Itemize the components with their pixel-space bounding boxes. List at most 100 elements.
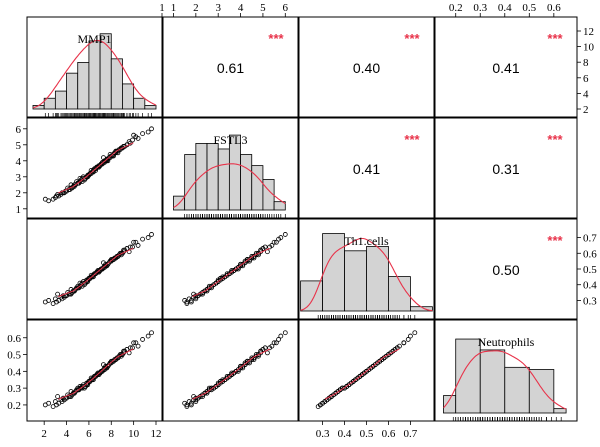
scatter-point (101, 155, 106, 161)
scatter-point (54, 402, 59, 408)
panel-2-1 (162, 218, 299, 320)
scatter-point (184, 301, 190, 306)
scatter-point (54, 193, 59, 199)
histogram-bar (110, 58, 123, 110)
tick-label: 0.3 (473, 2, 487, 14)
tick-label: 0.6 (7, 333, 21, 345)
scatter-point (188, 400, 194, 406)
trend-line (58, 142, 134, 194)
tick-label: 4 (238, 2, 244, 14)
tick-label: 0.5 (583, 264, 597, 276)
scatter-point (193, 399, 199, 404)
scatter-point (247, 257, 252, 262)
histogram-bar (251, 165, 264, 211)
scatter-point (405, 337, 411, 342)
scatter-point (71, 390, 77, 396)
histogram-bar (443, 395, 457, 414)
scatter-point (184, 402, 190, 408)
scatter-point (124, 246, 130, 251)
scatter-point (188, 299, 194, 305)
tick-label: 4 (583, 88, 589, 100)
scatter-point (131, 239, 137, 245)
panel-frame (162, 117, 299, 219)
scatter-point (271, 239, 277, 245)
scatter-point (133, 340, 139, 346)
histogram-bar (133, 97, 146, 110)
histogram-bar (479, 349, 506, 414)
panel-1-0 (26, 117, 163, 219)
scatter-point (135, 343, 141, 349)
tick-label: 2 (41, 428, 47, 440)
scatter-point (99, 368, 105, 374)
histogram-bar (77, 62, 90, 110)
scatter-point (193, 296, 199, 302)
panel-frame (26, 319, 163, 422)
scatter-point (229, 269, 235, 275)
scatter-point (188, 298, 194, 303)
scatter-point (107, 360, 113, 366)
scatter-point (145, 235, 151, 240)
tick-label: 6 (583, 73, 589, 85)
panel-frame (26, 218, 163, 320)
panel-0-2: 0.40 *** (298, 16, 435, 118)
scatter-point (359, 372, 365, 378)
tick-label: 6 (86, 428, 92, 440)
variable-label-th1-cells: Th1.cells (344, 234, 389, 248)
tick-label: 10 (583, 42, 595, 54)
panel-frame (298, 16, 435, 118)
scatter-point (94, 372, 100, 378)
scatter-point (184, 404, 190, 410)
tick-label: 12 (583, 26, 594, 38)
tick-label: 0.4 (338, 428, 352, 440)
scatter-point (238, 263, 243, 269)
scatter-point (188, 402, 194, 408)
scatter-point (145, 129, 151, 135)
tick-label: 6 (283, 2, 289, 14)
scatter-point (131, 340, 137, 346)
scatter-point (107, 258, 113, 264)
scatter-point (145, 333, 151, 339)
scatter-point (364, 368, 369, 374)
scatter-point (282, 232, 288, 237)
tick-label: 0.6 (583, 248, 597, 260)
scatter-point (273, 340, 279, 346)
scatter-point (267, 345, 273, 351)
trend-line (58, 348, 134, 400)
histogram-bar (344, 250, 367, 312)
panel-2-2: Th1.cells (298, 218, 435, 320)
trend-line (58, 247, 134, 298)
scatter-point (87, 276, 93, 281)
scatter-point (149, 232, 154, 237)
tick-label: 0.3 (316, 428, 330, 440)
scatter-point (61, 397, 67, 403)
scatter-point (260, 347, 266, 352)
tick-label: 0.7 (583, 233, 597, 245)
panel-frame (26, 16, 163, 118)
variable-label-mmp1: MMP1 (77, 32, 111, 46)
scatter-point (401, 340, 407, 346)
tick-label: 0.7 (404, 428, 418, 440)
scatter-point (200, 392, 205, 398)
scatter-point (103, 365, 109, 371)
histogram-bar (195, 143, 208, 211)
scatter-point (140, 337, 145, 342)
scatter-point (42, 196, 48, 202)
tick-label: 2 (193, 2, 199, 14)
scatter-point (94, 269, 100, 275)
tick-label: 0.6 (382, 428, 396, 440)
scatter-point (260, 246, 266, 251)
tick-label: 6 (16, 124, 22, 136)
tick-label: 0.2 (7, 400, 21, 412)
trend-line (324, 348, 400, 400)
panel-frame (298, 117, 435, 219)
scatter-point (249, 355, 255, 361)
scatter-point (77, 283, 83, 289)
density-curve (32, 39, 157, 109)
scatter-point (42, 402, 48, 408)
scatter-point (412, 330, 418, 336)
tick-label: 0.3 (7, 383, 21, 395)
scatter-point (140, 236, 145, 242)
scatter-point (215, 279, 221, 284)
histogram-bar (217, 148, 230, 211)
tick-label: 8 (583, 57, 589, 69)
